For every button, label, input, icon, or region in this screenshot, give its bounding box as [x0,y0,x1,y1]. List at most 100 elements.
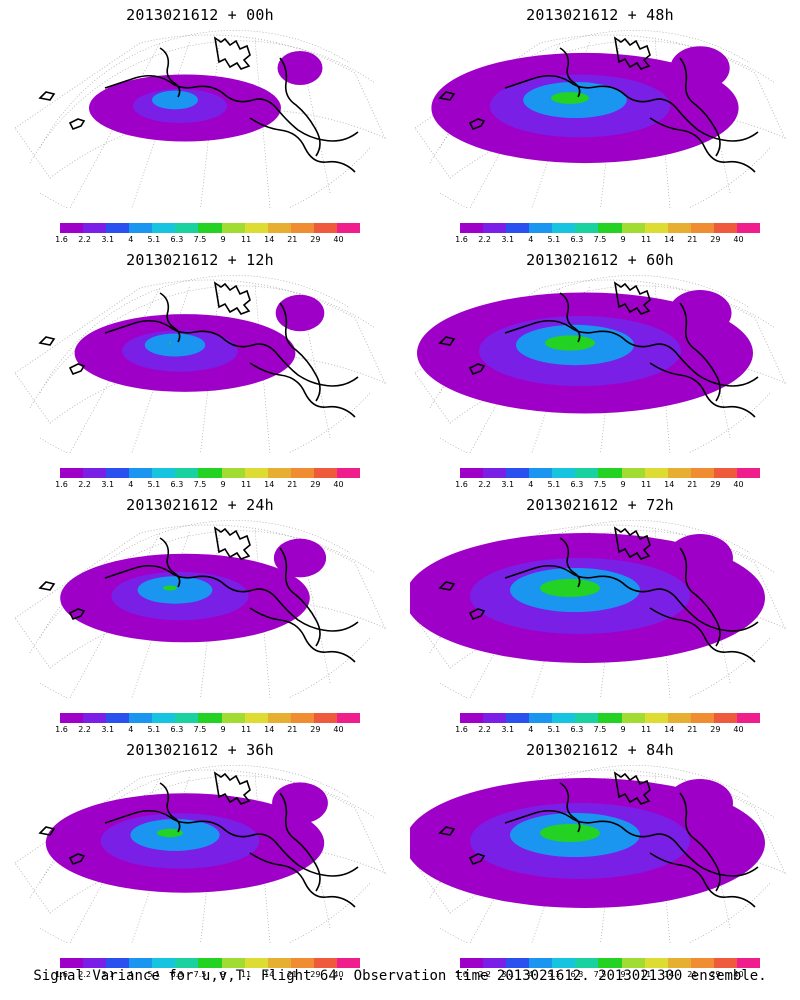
colorbar-swatch [221,223,245,233]
colorbar-tick-label: 40 [733,480,744,489]
colorbar-swatch [106,468,130,478]
graticule-line [439,147,771,208]
coastline [159,47,181,98]
coastline [679,302,721,402]
colorbar-tick-label: 11 [641,235,652,244]
colorbar-swatch [336,468,361,478]
panel-title: 2013021612 + 12h [126,251,274,269]
coastline [438,336,486,376]
coastline [679,547,721,647]
coastline [213,36,251,70]
colorbar-swatch [598,713,622,723]
colorbar-swatch [690,223,714,233]
colorbar-tick-label: 2.2 [478,725,491,734]
graticule-line [439,637,771,698]
colorbar-tick-label: 40 [733,725,744,734]
colorbar-tick-label: 6.3 [570,235,584,244]
colorbar-swatch [736,223,761,233]
colorbar-swatch [290,223,314,233]
colorbar-tick-label: 4 [128,480,134,489]
variance-contour-fill [152,90,198,110]
colorbar-tick-label: 1.6 [455,480,468,489]
colorbar-tick-label: 3.1 [501,725,515,734]
variance-contour-fill [275,294,325,332]
variance-map [14,520,387,698]
colorbar-swatch [575,468,599,478]
coastline [559,537,581,588]
colorbar-tick-label: 40 [733,970,744,979]
colorbar-swatch [598,468,622,478]
graticule-line [531,774,591,943]
colorbar-swatch [244,713,268,723]
graticule-line [39,147,371,208]
colorbar-swatch [313,223,337,233]
colorbar-swatch [529,958,553,968]
colorbar-tick-label: 7.5 [193,725,207,734]
coastline [279,547,321,647]
colorbar-swatch [621,223,645,233]
colorbar-tick-label: 14 [664,480,675,489]
variance-contour-fill [277,51,323,85]
colorbar-tick-label: 14 [664,970,675,979]
colorbar-tick-label: 6.3 [570,725,584,734]
colorbar-tick-label: 21 [687,235,698,244]
panel-title: 2013021612 + 48h [526,6,674,24]
colorbar-swatch [529,468,553,478]
coastline [438,91,486,131]
colorbar-tick-label: 5.1 [147,970,161,979]
colorbar-swatch [506,223,530,233]
colorbar-swatch [667,713,691,723]
colorbar-tick-label: 1.6 [55,970,68,979]
colorbar-labels: 1.6 2.2 3.1 4 5.1 6.3 7.5 9 11 14 21 29 40 [455,235,768,245]
colorbar-swatch [552,223,576,233]
colorbar-swatch [506,958,530,968]
graticule-line [29,285,376,409]
colorbar-swatch [621,713,645,723]
coastline [213,771,251,805]
colorbar-tick-label: 11 [241,725,252,734]
graticule-line [439,765,751,884]
coastline [249,852,356,908]
colorbar-swatch [83,713,107,723]
colorbar-tick-label: 7.5 [593,970,607,979]
colorbar-swatch [713,958,737,968]
colorbar-swatch [290,468,314,478]
colorbar-swatch [552,468,576,478]
colorbar-swatch [290,713,314,723]
colorbar-tick-label: 9 [220,970,226,979]
graticule-line [531,529,591,698]
coastline [279,57,321,157]
colorbar-swatch [667,223,691,233]
colorbar [60,223,361,233]
colorbar-tick-label: 21 [287,970,298,979]
variance-contour-fill [540,824,600,842]
graticule-line [439,392,771,453]
variance-contour-fill [169,342,171,344]
colorbar-swatch [106,958,130,968]
colorbar-tick-label: 14 [264,970,275,979]
colorbar-swatch [644,223,668,233]
colorbar-swatch [106,223,130,233]
colorbar-swatch [460,713,484,723]
colorbar-tick-label: 29 [310,480,321,489]
colorbar-swatch [713,223,737,233]
coastline [249,607,356,663]
colorbar-tick-label: 3.1 [501,480,515,489]
colorbar-tick-label: 7.5 [193,970,207,979]
coastline [213,281,251,315]
colorbar-tick-label: 11 [241,970,252,979]
colorbar-swatch [290,958,314,968]
coastline [504,809,759,877]
colorbar-swatch [575,958,599,968]
colorbar-swatch [598,958,622,968]
colorbar-swatch [221,468,245,478]
colorbar-tick-label: 6.3 [170,970,184,979]
variance-contour-fill [667,779,733,827]
graticule-line [39,275,351,394]
colorbar-tick-label: 7.5 [193,235,207,244]
colorbar-tick-label: 29 [710,725,721,734]
forecast-panel: 2013021612 + 60h 1.6 2.2 3.1 4 5.1 6.3 7.5 9 11 14… [400,245,800,490]
colorbar-swatch [483,958,507,968]
colorbar-swatch [690,958,714,968]
colorbar-tick-label: 9 [220,235,226,244]
